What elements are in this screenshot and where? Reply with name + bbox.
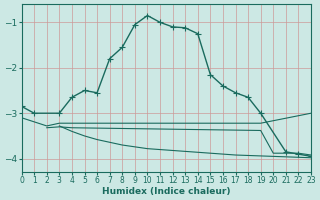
X-axis label: Humidex (Indice chaleur): Humidex (Indice chaleur) xyxy=(102,187,230,196)
